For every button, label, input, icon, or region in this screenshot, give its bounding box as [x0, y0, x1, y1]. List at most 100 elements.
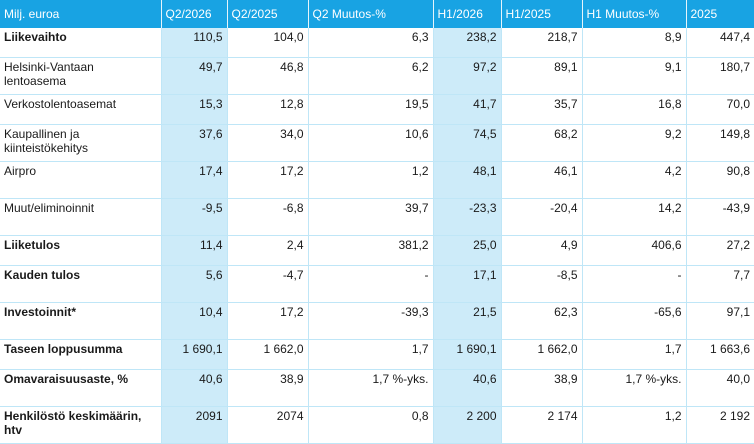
row-label: Kaupallinen ja kiinteistökehitys	[0, 124, 162, 162]
header-q2-2025: Q2/2025	[227, 0, 309, 28]
table-cell: 15,3	[161, 94, 228, 125]
table-cell: 149,8	[686, 124, 754, 162]
table-cell: 97,1	[686, 302, 754, 340]
table-cell: -20,4	[501, 198, 583, 236]
table-row: Investoinnit* 10,4 17,2 -39,3 21,5 62,3 -65,6 9…	[0, 302, 754, 340]
table-cell: -4,7	[227, 265, 309, 303]
table-cell: -	[582, 265, 687, 303]
header-h1-2026: H1/2026	[433, 0, 502, 28]
row-label: Airpro	[0, 161, 162, 199]
table-cell: 8,9	[582, 28, 687, 58]
table-cell: 21,5	[433, 302, 502, 340]
table-row: Liikevaihto 110,5 104,0 6,3 238,2 218,7 8,9 447…	[0, 28, 754, 58]
header-2025: 2025	[686, 0, 754, 28]
table-cell: 2 200	[433, 406, 502, 444]
table-cell: 218,7	[501, 28, 583, 58]
table-cell: 34,0	[227, 124, 309, 162]
row-label: Liikevaihto	[0, 28, 162, 58]
table-cell: 46,8	[227, 57, 309, 95]
table-cell: 1 662,0	[227, 339, 309, 370]
table-cell: 1,7 %-yks.	[308, 369, 434, 407]
table-cell: 17,4	[161, 161, 228, 199]
table-cell: 68,2	[501, 124, 583, 162]
table-cell: 1 690,1	[433, 339, 502, 370]
row-label: Verkostolentoasemat	[0, 94, 162, 125]
table-cell: 2 192	[686, 406, 754, 444]
table-cell: 37,6	[161, 124, 228, 162]
table-row: Helsinki-Vantaan lentoasema 49,7 46,8 6,2 97…	[0, 57, 754, 95]
table-cell: 447,4	[686, 28, 754, 58]
table-cell: -9,5	[161, 198, 228, 236]
table-row: Verkostolentoasemat 15,3 12,8 19,5 41,7 35,7 1…	[0, 94, 754, 125]
table-cell: 70,0	[686, 94, 754, 125]
table-cell: 17,2	[227, 161, 309, 199]
table-cell: 9,2	[582, 124, 687, 162]
header-q2-2026: Q2/2026	[161, 0, 228, 28]
header-h1-2025: H1/2025	[501, 0, 583, 28]
table-cell: 2091	[161, 406, 228, 444]
table-row: Muut/eliminoinnit -9,5 -6,8 39,7 -23,3 -20,4 1…	[0, 198, 754, 236]
table-cell: 38,9	[501, 369, 583, 407]
table-cell: 25,0	[433, 235, 502, 266]
table-cell: 4,9	[501, 235, 583, 266]
table-cell: -65,6	[582, 302, 687, 340]
table-cell: 1 663,6	[686, 339, 754, 370]
table-cell: 1,7	[582, 339, 687, 370]
table-cell: 180,7	[686, 57, 754, 95]
table-cell: 17,2	[227, 302, 309, 340]
table-cell: 9,1	[582, 57, 687, 95]
table-cell: 10,4	[161, 302, 228, 340]
table-cell: 4,2	[582, 161, 687, 199]
table-cell: 7,7	[686, 265, 754, 303]
table-row: Kauden tulos 5,6 -4,7-17,1 -8,5-7,7	[0, 265, 754, 303]
table-cell: 1,7 %-yks.	[582, 369, 687, 407]
table-cell: 40,6	[161, 369, 228, 407]
header-h1-change: H1 Muutos-%	[582, 0, 687, 28]
table-row: Henkilöstö keskimäärin, htv 2091 2074 0,8 2 …	[0, 406, 754, 444]
table-row: Airpro 17,4 17,2 1,2 48,1 46,1 4,2 90,8	[0, 161, 754, 199]
header-q2-change: Q2 Muutos-%	[308, 0, 434, 28]
table-cell: 6,3	[308, 28, 434, 58]
table-cell: 40,6	[433, 369, 502, 407]
header-label: Milj. euroa	[0, 0, 162, 28]
table-cell: 46,1	[501, 161, 583, 199]
table-cell: 238,2	[433, 28, 502, 58]
table-cell: 2 174	[501, 406, 583, 444]
table-cell: 19,5	[308, 94, 434, 125]
table-cell: 104,0	[227, 28, 309, 58]
row-label: Liiketulos	[0, 235, 162, 266]
table-cell: -8,5	[501, 265, 583, 303]
row-label: Taseen loppusumma	[0, 339, 162, 370]
table-cell: 41,7	[433, 94, 502, 125]
table-row: Kaupallinen ja kiinteistökehitys 37,6 34,0…	[0, 124, 754, 162]
table-cell: 38,9	[227, 369, 309, 407]
table-cell: 2,4	[227, 235, 309, 266]
table-cell: 1 690,1	[161, 339, 228, 370]
table-cell: -43,9	[686, 198, 754, 236]
row-label: Omavaraisuusaste, %	[0, 369, 162, 407]
row-label: Helsinki-Vantaan lentoasema	[0, 57, 162, 95]
table-cell: 48,1	[433, 161, 502, 199]
table-cell: 17,1	[433, 265, 502, 303]
table-cell: 2074	[227, 406, 309, 444]
row-label: Investoinnit*	[0, 302, 162, 340]
row-label: Henkilöstö keskimäärin, htv	[0, 406, 162, 444]
table-cell: -39,3	[308, 302, 434, 340]
table-cell: 0,8	[308, 406, 434, 444]
table-cell: -	[308, 265, 434, 303]
row-label: Kauden tulos	[0, 265, 162, 303]
table-cell: 1,2	[308, 161, 434, 199]
table-cell: 16,8	[582, 94, 687, 125]
table-cell: 97,2	[433, 57, 502, 95]
table-cell: 90,8	[686, 161, 754, 199]
table-row: Liiketulos 11,4 2,4 381,2 25,0 4,9 406,6 27,2	[0, 235, 754, 266]
table-row: Taseen loppusumma 1 690,1 1 662,0 1,7 1 690,…	[0, 339, 754, 370]
table-cell: 12,8	[227, 94, 309, 125]
table-cell: 35,7	[501, 94, 583, 125]
table-cell: 110,5	[161, 28, 228, 58]
table-cell: 11,4	[161, 235, 228, 266]
table-row: Omavaraisuusaste, % 40,6 38,9 1,7 %-yks. 40,…	[0, 369, 754, 407]
table-cell: 14,2	[582, 198, 687, 236]
table-cell: 406,6	[582, 235, 687, 266]
